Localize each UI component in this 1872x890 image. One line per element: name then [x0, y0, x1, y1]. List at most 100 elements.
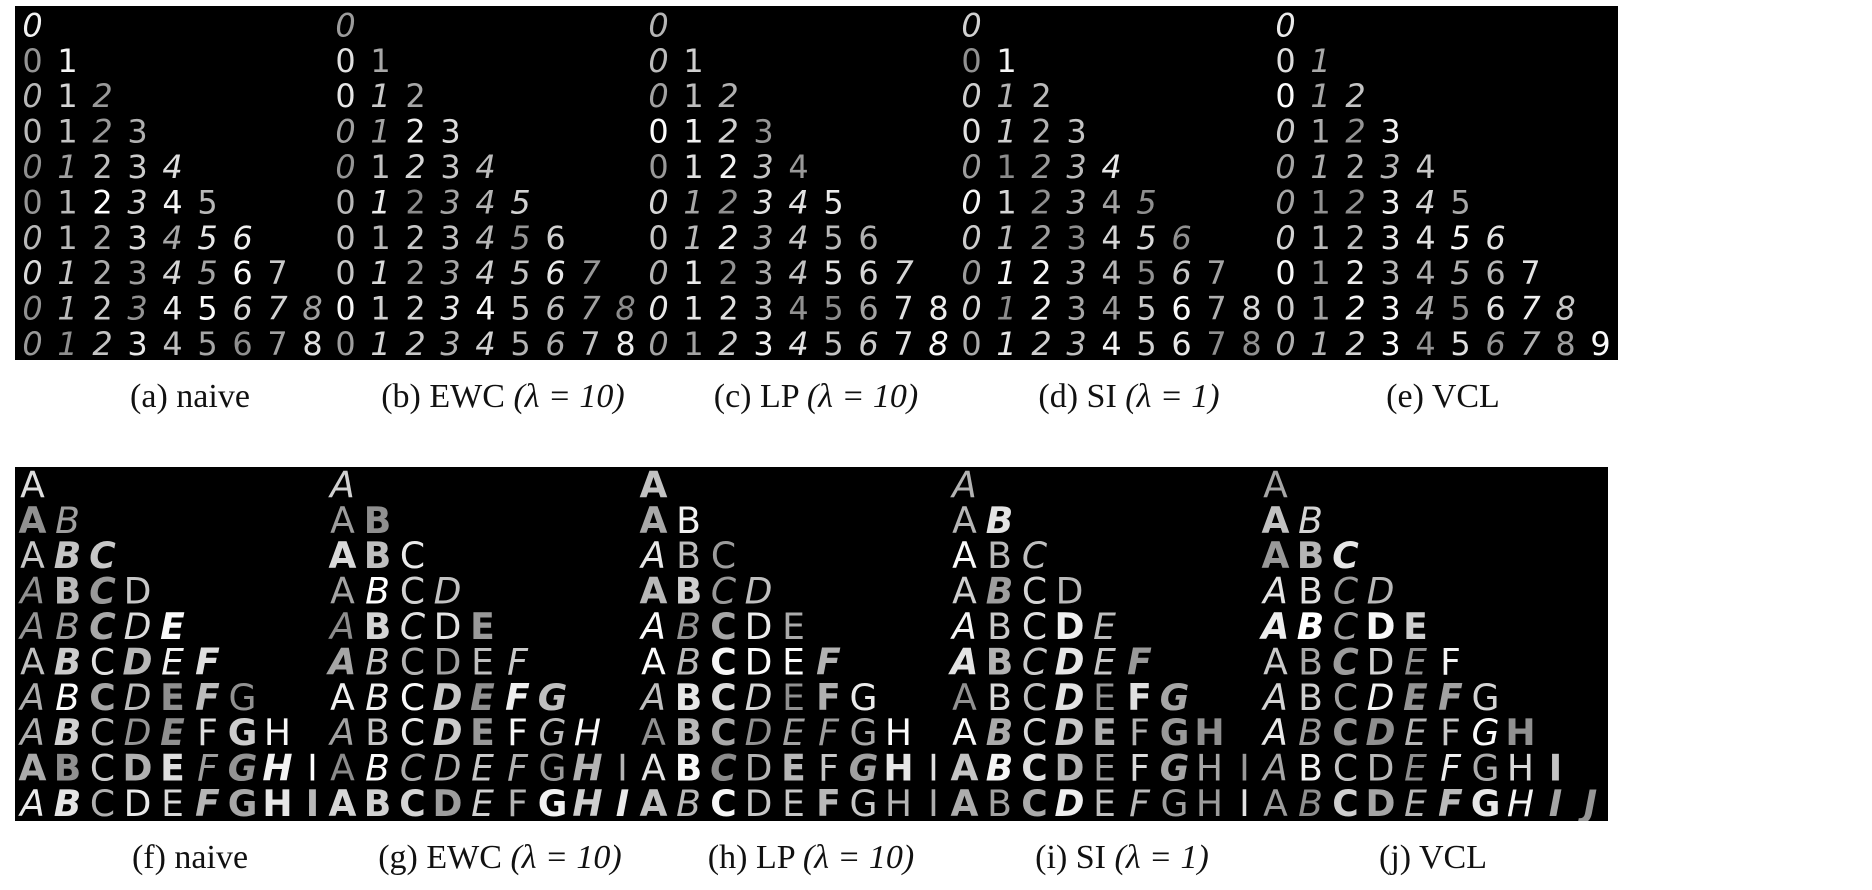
sample-H: H: [1194, 712, 1224, 754]
panel-j-grid: AA BA B CA B C DA B C D EA B C D E FA B C D E F GA B C D E F G HA B C D…: [1259, 467, 1598, 821]
caption-name: EWC: [426, 839, 502, 876]
sample-E: E: [160, 606, 185, 648]
sample-3: 3: [440, 113, 460, 151]
sample-C: C: [1333, 606, 1359, 648]
sample-D: D: [1367, 641, 1395, 683]
sample-6: 6: [1485, 219, 1505, 257]
sample-A: A: [1261, 571, 1288, 613]
caption-name: naive: [174, 839, 249, 876]
sample-F: F: [818, 712, 840, 754]
sample-I: I: [1549, 783, 1562, 821]
sample-A: A: [640, 500, 668, 542]
sample-G: G: [1161, 783, 1189, 821]
sample-2: 2: [405, 77, 425, 115]
sample-0: 0: [1275, 325, 1295, 360]
sample-1: 1: [370, 254, 390, 292]
sample-I: I: [1239, 748, 1250, 790]
sample-6: 6: [232, 290, 252, 328]
sample-1: 1: [1310, 325, 1330, 360]
panel-i-grid: AA BA B CA B C DA B C D EA B C D E FA B C D E F GA B C D E F G HA B C D…: [948, 467, 1285, 821]
sample-G: G: [538, 677, 568, 719]
sample-H: H: [262, 783, 292, 821]
sample-1: 1: [57, 219, 77, 257]
sample-F: F: [195, 677, 220, 719]
sample-4: 4: [1101, 325, 1121, 360]
sample-D: D: [745, 571, 773, 613]
sample-C: C: [89, 606, 116, 648]
sample-A: A: [639, 535, 666, 577]
sample-2: 2: [405, 113, 425, 151]
sample-C: C: [1022, 677, 1047, 719]
sample-A: A: [640, 783, 668, 821]
sample-7: 7: [1520, 325, 1540, 360]
sample-H: H: [264, 712, 291, 754]
sample-H: H: [885, 783, 912, 821]
sample-3: 3: [753, 113, 773, 151]
sample-D: D: [124, 571, 152, 613]
sample-D: D: [745, 748, 773, 790]
sample-G: G: [1472, 677, 1500, 719]
sample-D: D: [123, 641, 153, 683]
sample-A: A: [19, 748, 47, 790]
sample-0: 0: [1275, 77, 1295, 115]
sample-J: J: [1578, 783, 1597, 821]
sample-4: 4: [1415, 325, 1435, 360]
panel-h-caption: (h) LP (λ = 10): [606, 839, 1016, 877]
sample-0: 0: [1275, 290, 1295, 328]
sample-1: 1: [57, 290, 77, 328]
sample-H: H: [1196, 783, 1223, 821]
sample-F: F: [195, 641, 220, 683]
sample-5: 5: [1450, 183, 1470, 221]
sample-F: F: [1129, 783, 1151, 821]
sample-D: D: [124, 677, 152, 719]
sample-1: 1: [57, 113, 77, 151]
sample-7: 7: [580, 325, 600, 360]
sample-C: C: [710, 748, 737, 790]
sample-3: 3: [1380, 254, 1400, 292]
sample-6: 6: [1171, 254, 1191, 292]
sample-C: C: [1333, 748, 1358, 790]
sample-5: 5: [823, 290, 843, 328]
sample-0: 0: [335, 325, 355, 360]
sample-2: 2: [92, 219, 112, 257]
caption-param: (λ = 10): [806, 378, 919, 415]
sample-5: 5: [510, 183, 530, 221]
caption-name: LP: [760, 378, 799, 415]
caption-tag: (h): [707, 839, 748, 876]
sample-A: A: [329, 783, 357, 821]
sample-D: D: [434, 571, 462, 613]
sample-3: 3: [1066, 254, 1086, 292]
sample-E: E: [1403, 677, 1428, 719]
sample-C: C: [1022, 712, 1047, 754]
sample-B: B: [987, 677, 1012, 719]
sample-4: 4: [788, 290, 808, 328]
sample-E: E: [160, 712, 185, 754]
sample-F: F: [816, 677, 841, 719]
sample-B: B: [986, 500, 1014, 542]
sample-8: 8: [615, 290, 635, 328]
sample-4: 4: [1415, 219, 1435, 257]
sample-2: 2: [92, 325, 112, 360]
sample-2: 2: [1345, 254, 1365, 292]
sample-D: D: [1055, 641, 1085, 683]
sample-H: H: [883, 748, 913, 790]
sample-C: C: [89, 535, 116, 577]
sample-2: 2: [405, 219, 425, 257]
sample-2: 2: [718, 148, 738, 186]
sample-2: 2: [718, 77, 738, 115]
sample-0: 0: [335, 183, 355, 221]
sample-A: A: [640, 467, 668, 506]
sample-3: 3: [753, 325, 773, 360]
sample-I: I: [1549, 748, 1562, 790]
sample-D: D: [124, 712, 152, 754]
sample-0: 0: [22, 325, 42, 360]
sample-0: 0: [648, 6, 668, 44]
panel-g-caption: (g) EWC (λ = 10): [295, 839, 705, 877]
sample-F: F: [1127, 677, 1152, 719]
sample-5: 5: [823, 219, 843, 257]
sample-A: A: [948, 641, 979, 683]
sample-3: 3: [127, 290, 147, 328]
